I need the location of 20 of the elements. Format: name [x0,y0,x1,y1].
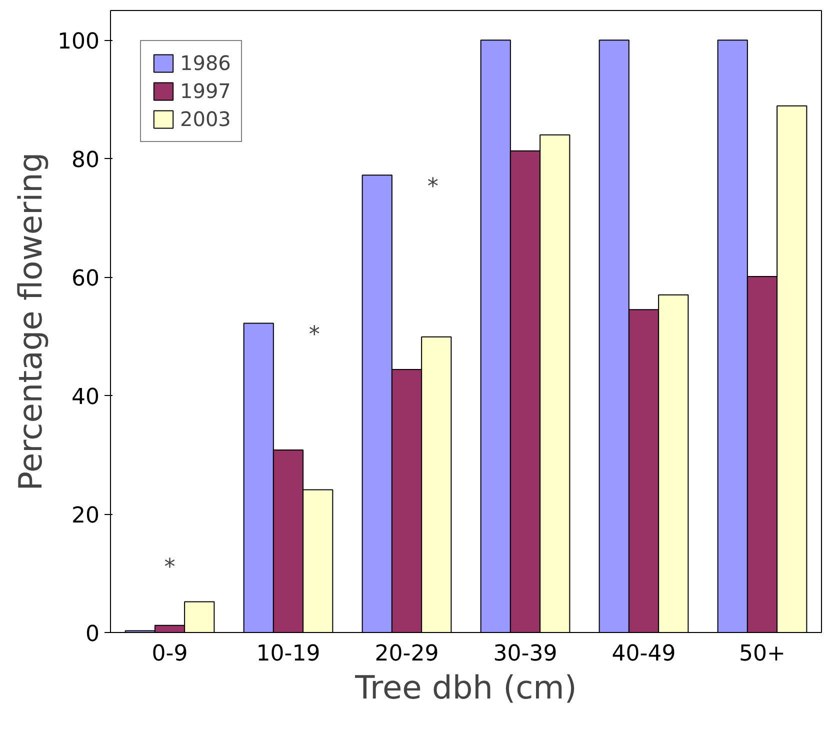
x-axis-title: Tree dbh (cm) [354,668,577,706]
x-tick-label: 0-9 [152,642,188,666]
annotation: * [427,174,438,200]
y-axis-title: Percentage flowering [12,152,50,491]
y-tick-label: 100 [58,30,100,55]
x-tick-label: 20-29 [374,642,439,666]
y-tick-label: 40 [72,385,100,410]
x-tick-label: 40-49 [612,642,676,666]
y-tick-label: 60 [72,266,100,292]
y-tick-label: 80 [72,148,100,174]
y-tick-label: 20 [72,504,100,529]
legend-label: 1986 [180,51,231,75]
x-tick-label: 50+ [739,642,786,666]
legend-label: 1997 [180,79,231,103]
annotation: * [308,322,320,348]
legend-label: 2003 [180,107,231,131]
x-tick-label: 30-39 [493,642,558,666]
annotation: * [164,554,176,580]
x-tick-label: 10-19 [256,642,320,666]
y-tick-label: 0 [86,622,100,647]
